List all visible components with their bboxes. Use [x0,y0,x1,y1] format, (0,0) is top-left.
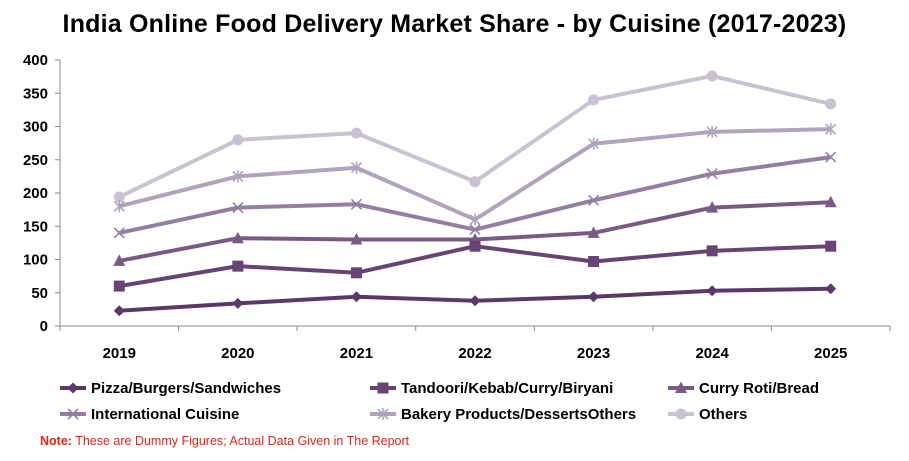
data-point [706,285,718,297]
data-point [706,245,718,257]
data-point [113,305,125,317]
x-tick-label: 2024 [695,345,729,362]
y-tick-label: 350 [23,85,48,102]
chart-title: India Online Food Delivery Market Share … [62,10,847,38]
data-point [231,231,244,244]
data-point [706,201,719,213]
y-tick-label: 200 [23,185,48,202]
data-point [232,297,244,309]
x-tick-label: 2025 [814,345,847,362]
x-tick-label: 2019 [103,345,136,362]
legend-swatch-marker [377,382,389,394]
data-point [825,98,837,110]
legend-label: Bakery Products/DessertsOthers [401,406,636,423]
data-point [469,240,481,252]
x-tick-label: 2023 [577,345,610,362]
data-point [588,255,600,267]
data-point [825,151,837,163]
data-point [469,176,481,188]
x-tick-label: 2022 [458,345,491,362]
data-point [825,123,837,136]
data-point [588,194,600,206]
data-point [113,280,125,292]
legend-swatch-marker [67,408,79,420]
data-point [350,161,362,174]
y-tick-label: 150 [23,218,48,235]
data-point [232,260,244,272]
y-tick-label: 0 [40,318,48,335]
legend-swatch-marker [377,408,389,420]
y-tick-label: 400 [23,52,48,69]
data-point [350,267,362,279]
data-point [706,168,718,180]
data-point [825,240,837,252]
data-point [469,224,481,236]
legend-label: International Cuisine [91,406,239,423]
data-point [113,200,125,213]
x-tick-label: 2020 [221,345,254,362]
legend-swatch-marker [675,381,687,393]
data-point [350,291,362,303]
series-line [118,244,831,289]
y-tick-label: 250 [23,152,48,169]
legend-swatch-marker [675,408,687,420]
note-label: Note: [40,434,72,448]
data-point [706,70,718,82]
data-point [469,295,481,307]
legend-label: Pizza/Burgers/Sandwiches [91,380,281,397]
data-point [350,233,363,245]
data-point [350,198,362,210]
y-tick-label: 50 [31,285,48,302]
y-tick-label: 100 [23,252,48,269]
data-point [350,127,362,139]
data-point [588,94,600,106]
data-point [113,254,126,266]
data-point [587,226,600,238]
y-tick-label: 300 [23,119,48,136]
data-point [469,213,481,226]
data-point [113,191,125,203]
legend-label: Curry Roti/Bread [699,380,819,397]
note-text: These are Dummy Figures; Actual Data Giv… [71,434,410,448]
data-point [588,291,600,303]
data-point [232,134,244,146]
data-point [588,137,600,150]
legend-label: Others [699,406,747,423]
footnote: Note: These are Dummy Figures; Actual Da… [40,434,409,448]
legend-swatch-marker [67,382,79,394]
x-tick-label: 2021 [340,345,373,362]
data-point [232,202,244,214]
legend-label: Tandoori/Kebab/Curry/Biryani [401,380,613,397]
data-point [113,227,125,239]
data-point [232,170,244,183]
data-point [824,195,837,208]
data-point [706,125,718,138]
data-point [825,283,837,295]
